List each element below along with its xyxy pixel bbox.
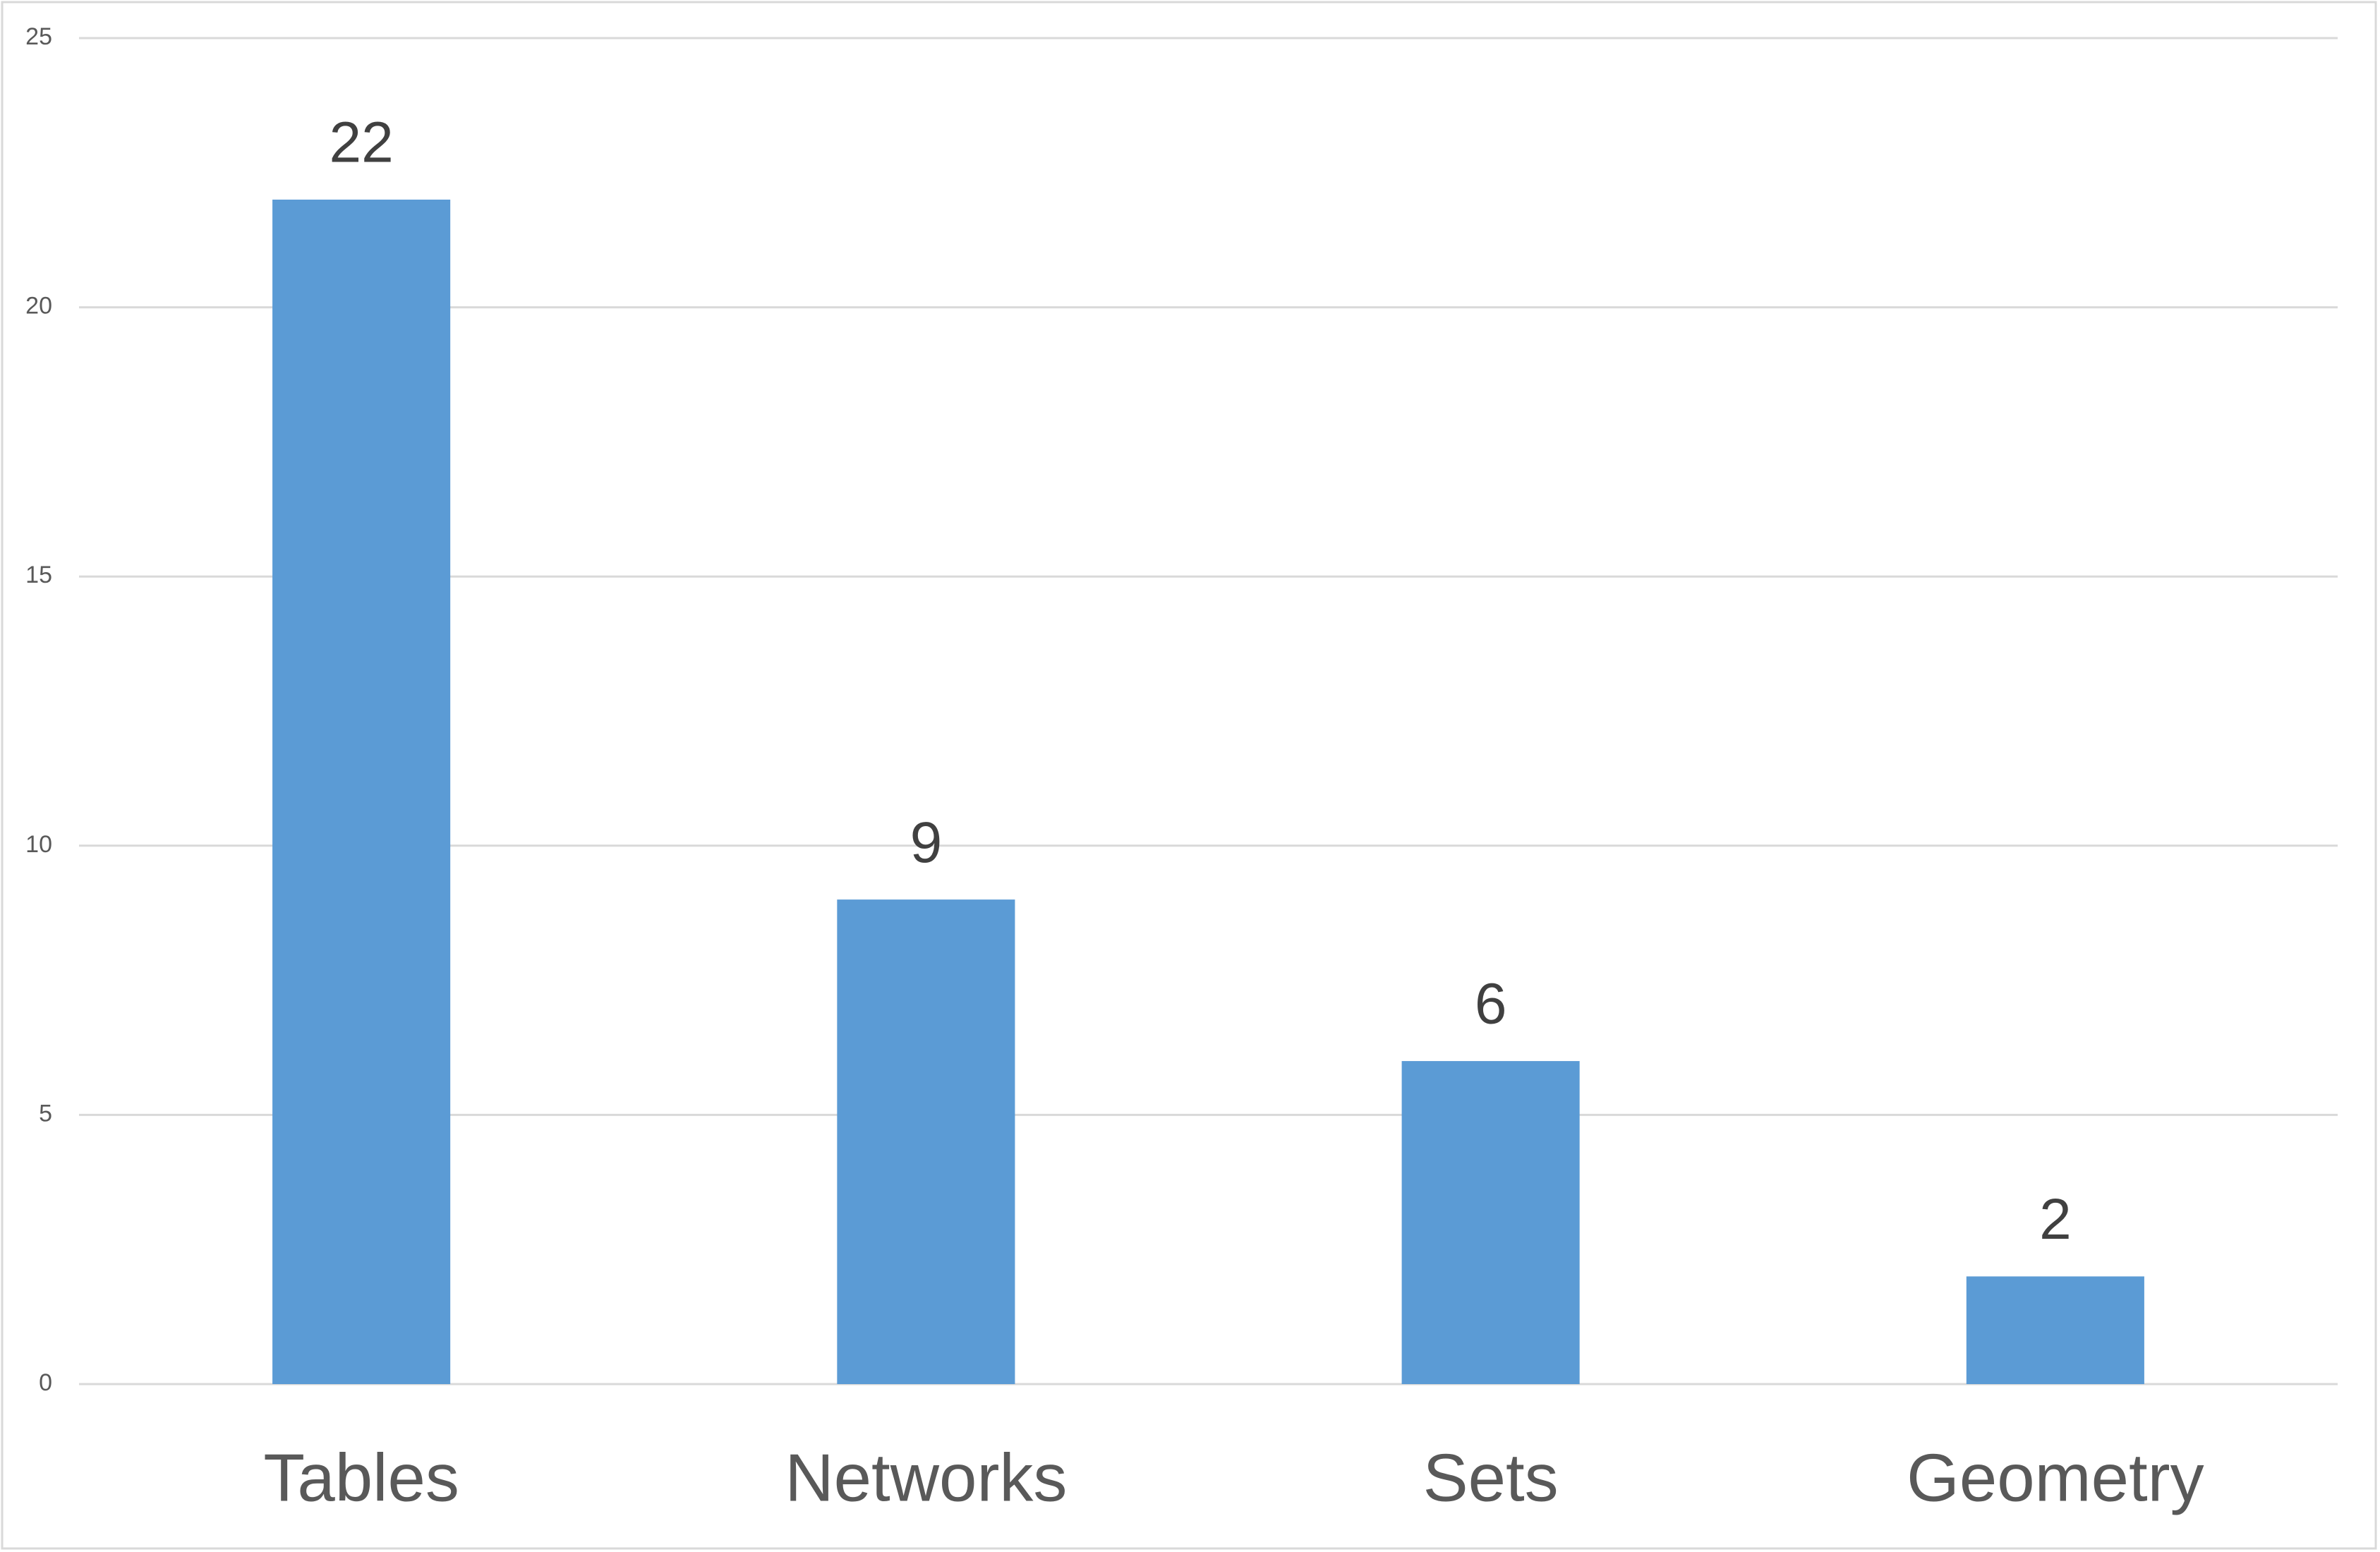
- bar: [1966, 1276, 2144, 1384]
- bar: [837, 899, 1015, 1384]
- value-label: 2: [2039, 1187, 2072, 1251]
- value-label: 6: [1475, 972, 1507, 1036]
- value-label: 22: [330, 111, 394, 175]
- y-tick-label: 15: [25, 562, 52, 588]
- x-tick-label: Networks: [785, 1440, 1067, 1515]
- x-tick-label: Geometry: [1907, 1440, 2204, 1515]
- x-tick-label: Tables: [263, 1440, 459, 1515]
- y-tick-label: 25: [25, 23, 52, 50]
- y-tick-label: 5: [39, 1100, 52, 1127]
- y-tick-label: 0: [39, 1369, 52, 1396]
- x-tick-label: Sets: [1423, 1440, 1559, 1515]
- bar: [1401, 1061, 1580, 1384]
- y-tick-label: 20: [25, 293, 52, 320]
- y-tick-label: 10: [25, 831, 52, 858]
- value-label: 9: [910, 811, 943, 875]
- bar: [272, 199, 451, 1385]
